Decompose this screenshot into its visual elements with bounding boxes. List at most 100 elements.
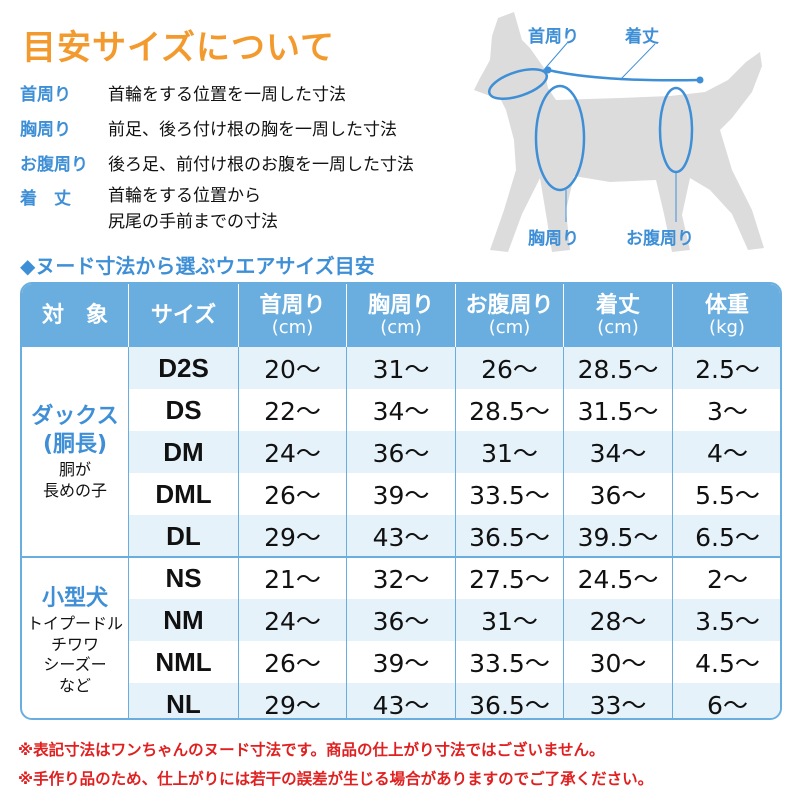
length-cell: 31.5～	[564, 389, 673, 431]
size-cell: DS	[129, 389, 239, 431]
belly-cell: 33.5～	[456, 641, 564, 683]
description: 首輪をする位置から 尻尾の手前までの寸法	[108, 184, 278, 235]
weight-cell: 5.5～	[695, 481, 760, 510]
size-cell: DML	[129, 473, 239, 515]
table-row: DS 22～ 34～ 28.5～ 31.5～ 3～	[129, 389, 780, 431]
group-description: シーズー	[43, 655, 107, 675]
header-belly: お腹周り (cm)	[456, 284, 564, 347]
table-header: 対 象サイズ 首周り (cm) 胸周り (cm) お腹周り (cm) 着丈 (cm) 体重 (kg)	[22, 284, 780, 347]
header-length: 着丈 (cm)	[564, 284, 673, 347]
term: 首周り	[20, 85, 71, 105]
term: 着 丈	[20, 189, 71, 209]
length-leader	[619, 43, 656, 81]
term: お腹周り	[20, 155, 88, 175]
weight-cell: 6.5～	[695, 523, 760, 552]
weight-cell: 4.5～	[695, 649, 760, 678]
chest-cell: 39～	[347, 473, 456, 515]
table-row: NS 21～ 32～ 27.5～ 24.5～ 2～	[129, 557, 780, 599]
size-cell: DL	[129, 515, 239, 557]
header-size: サイズ	[129, 284, 239, 347]
description-line: 尻尾の手前までの寸法	[108, 211, 278, 232]
neck-leader	[541, 41, 569, 73]
header-unit: (cm)	[271, 316, 314, 338]
neck-cell: 24～	[239, 599, 347, 641]
length-cell: 39.5～	[564, 515, 673, 557]
table-heading: ◆ヌード寸法から選ぶウエアサイズ目安	[20, 254, 375, 278]
table-row: D2S 20～ 31～ 26～ 28.5～ 2.5～	[129, 347, 780, 389]
header-label: 対 象	[41, 302, 108, 328]
group-divider	[22, 556, 780, 558]
header-label: 胸周り	[367, 292, 434, 318]
weight-cell: 2.5～	[695, 355, 760, 384]
note-nude-size: ※表記寸法はワンちゃんのヌード寸法です。商品の仕上がり寸法ではございません。	[18, 741, 605, 759]
neck-cell: 26～	[239, 473, 347, 515]
definition-length: 着 丈 首輪をする位置から 尻尾の手前までの寸法	[20, 184, 278, 235]
chest-cell: 32～	[347, 557, 456, 599]
neck-cell: 24～	[239, 431, 347, 473]
group-description: チワワ	[50, 634, 99, 654]
header-unit: (kg)	[709, 316, 745, 338]
definition-neck: 首周り 首輪をする位置を一周した寸法	[20, 80, 346, 105]
header-unit: (cm)	[597, 316, 639, 338]
definition-belly: お腹周り 後ろ足、前付け根のお腹を一周した寸法	[20, 150, 414, 175]
neck-cell: 21～	[239, 557, 347, 599]
header-unit: (cm)	[380, 316, 422, 338]
header-label: サイズ	[150, 302, 217, 328]
weight-cell: 3～	[707, 397, 748, 426]
belly-cell: 27.5～	[456, 557, 564, 599]
description-line: 首輪をする位置から	[108, 186, 261, 206]
length-cell: 28.5～	[564, 347, 673, 389]
group-description: 胴が	[58, 459, 91, 479]
length-cell: 28～	[564, 599, 673, 641]
belly-cell: 36.5～	[456, 515, 564, 557]
table-row: NL 29～ 43～ 36.5～ 33～ 6～	[129, 683, 780, 720]
weight-cell: 4～	[707, 439, 748, 468]
header-neck: 首周り (cm)	[239, 284, 347, 347]
dog-silhouette	[474, 12, 764, 252]
header-unit: (cm)	[488, 316, 531, 338]
header-label: 着丈	[595, 292, 640, 318]
group-label: 小型犬 トイプードル チワワ シーズー など	[22, 557, 129, 718]
diagram-label-neck: 首周り	[528, 27, 579, 47]
neck-cell: 29～	[239, 683, 347, 718]
group-description: トイプードル	[26, 613, 123, 633]
belly-cell: 26～	[456, 347, 564, 389]
length-cell: 36～	[564, 473, 673, 515]
belly-cell: 31～	[456, 599, 564, 641]
chest-cell: 36～	[347, 431, 456, 473]
neck-loop	[487, 68, 549, 100]
header-chest: 胸周り (cm)	[347, 284, 456, 347]
chest-cell: 39～	[347, 641, 456, 683]
group-label: ダックス (胴長) 胴が 長めの子	[22, 347, 129, 557]
chest-cell: 36～	[347, 599, 456, 641]
weight-cell: 6～	[707, 691, 748, 720]
header-label: お腹周り	[465, 292, 554, 318]
group-name: ダックス	[31, 403, 119, 429]
description: 首輪をする位置を一周した寸法	[108, 85, 346, 105]
page-title: 目安サイズについて	[22, 28, 335, 68]
chest-loop	[534, 84, 586, 192]
neck-cell: 22～	[239, 389, 347, 431]
header-weight: 体重 (kg)	[673, 284, 780, 347]
term: 胸周り	[20, 120, 71, 140]
group-description: など	[58, 676, 91, 696]
length-start-dot	[544, 66, 552, 74]
header-target: 対 象	[22, 284, 129, 347]
length-cell: 34～	[564, 431, 673, 473]
size-cell: D2S	[129, 347, 239, 389]
weight-cell: 3.5～	[695, 607, 760, 636]
chest-cell: 43～	[347, 683, 456, 718]
weight-cell: 2～	[707, 565, 748, 594]
diagram-label-chest: 胸周り	[528, 229, 579, 249]
size-cell: DM	[129, 431, 239, 473]
group-name: (胴長)	[42, 432, 108, 458]
diagram-label-belly: お腹周り	[626, 229, 694, 249]
size-cell: NM	[129, 599, 239, 641]
length-cell: 33～	[564, 683, 673, 718]
chest-cell: 31～	[347, 347, 456, 389]
dog-diagram	[474, 12, 764, 252]
neck-cell: 26～	[239, 641, 347, 683]
neck-cell: 29～	[239, 515, 347, 557]
table-row: NM 24～ 36～ 31～ 28～ 3.5～	[129, 599, 780, 641]
size-cell: NL	[129, 683, 239, 718]
